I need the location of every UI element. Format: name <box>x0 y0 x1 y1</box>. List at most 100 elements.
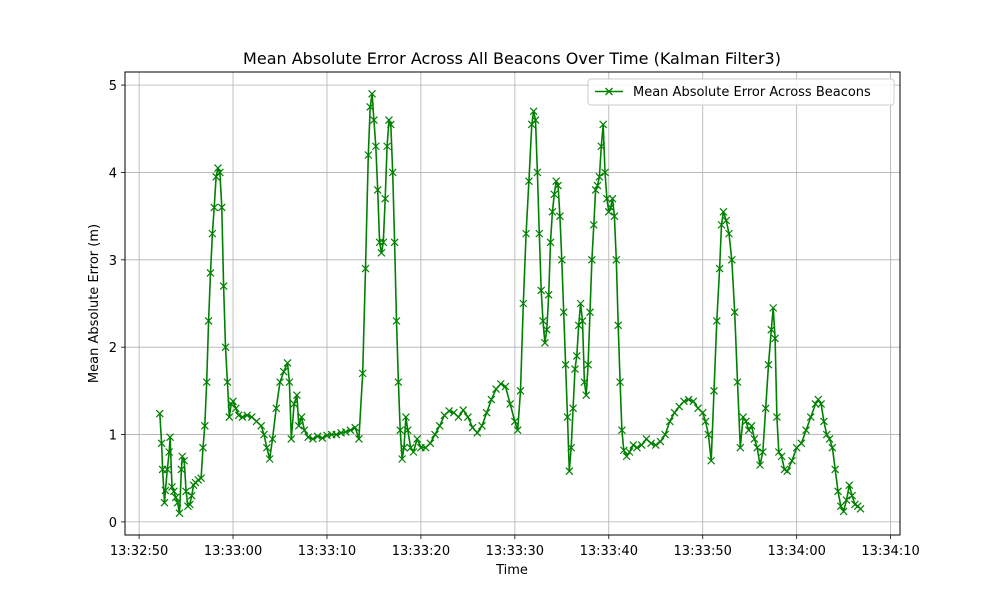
data-point <box>243 411 252 420</box>
data-point <box>308 434 317 443</box>
data-point <box>589 220 598 229</box>
data-point <box>208 229 217 238</box>
data-point <box>385 116 393 124</box>
data-point <box>396 426 405 435</box>
data-point <box>622 452 631 461</box>
data-point <box>392 317 401 325</box>
data-point <box>482 408 491 417</box>
data-point <box>459 406 468 415</box>
data-point <box>834 487 842 496</box>
data-point <box>597 142 606 151</box>
data-point <box>806 413 815 421</box>
y-axis: 0 1 2 3 4 5 <box>109 79 125 531</box>
data-point <box>180 456 189 465</box>
data-point <box>398 455 407 463</box>
data-point <box>747 421 756 430</box>
legend-box <box>587 78 895 106</box>
data-point <box>279 367 288 376</box>
data-point <box>260 430 268 439</box>
data-point <box>633 443 641 452</box>
data-point <box>202 378 211 387</box>
data-point <box>401 413 410 421</box>
data-point <box>578 317 587 325</box>
data-point <box>629 441 638 449</box>
x-axis: 13:32:50 13:33:00 13:33:10 13:33:20 13:33:30… <box>110 535 920 559</box>
data-point <box>802 426 810 435</box>
data-point <box>817 400 826 408</box>
data-point <box>811 400 820 408</box>
data-point <box>680 397 688 406</box>
data-point <box>540 338 549 347</box>
data-point <box>463 413 472 421</box>
data-point <box>182 487 190 496</box>
data-point <box>210 203 219 212</box>
data-point <box>767 325 776 334</box>
data-point <box>519 299 528 308</box>
data-point <box>619 446 628 455</box>
data-point <box>257 421 266 430</box>
x-tick-label: 13:33:50 <box>674 544 732 559</box>
data-point <box>175 509 184 518</box>
data-point <box>262 443 271 452</box>
data-point <box>539 317 547 325</box>
data-point <box>602 194 611 203</box>
data-point <box>370 116 378 124</box>
data-point <box>473 428 482 437</box>
data-point <box>742 417 750 426</box>
data-point <box>565 467 574 476</box>
data-point <box>606 203 615 212</box>
data-point <box>733 378 742 387</box>
data-point <box>769 303 778 312</box>
data-point <box>386 120 395 129</box>
y-tick-label: 4 <box>109 166 117 181</box>
data-point <box>535 229 544 238</box>
data-point <box>725 229 733 238</box>
data-point <box>225 413 234 421</box>
legend: Mean Absolute Error Across Beacons <box>587 78 895 106</box>
data-point <box>285 378 294 387</box>
data-point <box>599 120 608 129</box>
data-point <box>831 465 840 474</box>
data-point <box>707 456 716 465</box>
data-point <box>358 369 367 378</box>
data-point <box>856 504 865 513</box>
data-point <box>722 216 731 225</box>
data-point <box>354 434 363 443</box>
x-tick-label: 13:32:50 <box>110 544 168 559</box>
x-tick-label: 13:33:20 <box>392 544 450 559</box>
y-tick-label: 1 <box>109 429 117 444</box>
series-markers <box>155 89 865 518</box>
data-point <box>178 452 187 461</box>
y-tick-label: 2 <box>109 341 117 356</box>
data-point <box>610 212 619 221</box>
data-point <box>625 448 634 456</box>
data-point <box>268 434 277 443</box>
data-point <box>595 172 604 181</box>
data-point <box>550 190 559 199</box>
data-point <box>171 493 180 502</box>
data-point <box>166 433 175 442</box>
data-point <box>283 358 292 367</box>
data-point <box>544 290 553 299</box>
data-point <box>612 255 621 264</box>
data-point <box>496 379 505 388</box>
data-point <box>223 378 232 387</box>
data-point <box>537 286 546 295</box>
y-tick-label: 0 <box>109 516 117 531</box>
data-point <box>608 194 617 203</box>
data-point <box>727 255 736 264</box>
data-point <box>591 186 600 194</box>
data-point <box>670 408 679 417</box>
data-point <box>487 395 496 404</box>
data-point <box>197 474 206 483</box>
data-point <box>715 264 724 273</box>
data-point <box>238 413 247 421</box>
data-point <box>406 443 415 452</box>
data-point <box>177 465 186 474</box>
data-point <box>454 413 463 421</box>
data-point <box>533 168 542 177</box>
data-point <box>204 317 213 325</box>
data-point <box>637 441 646 449</box>
data-point <box>435 421 444 430</box>
